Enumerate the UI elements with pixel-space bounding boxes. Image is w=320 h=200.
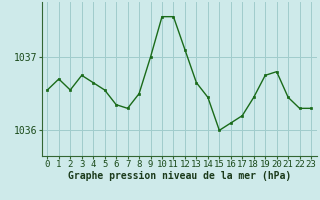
X-axis label: Graphe pression niveau de la mer (hPa): Graphe pression niveau de la mer (hPa) (68, 171, 291, 181)
